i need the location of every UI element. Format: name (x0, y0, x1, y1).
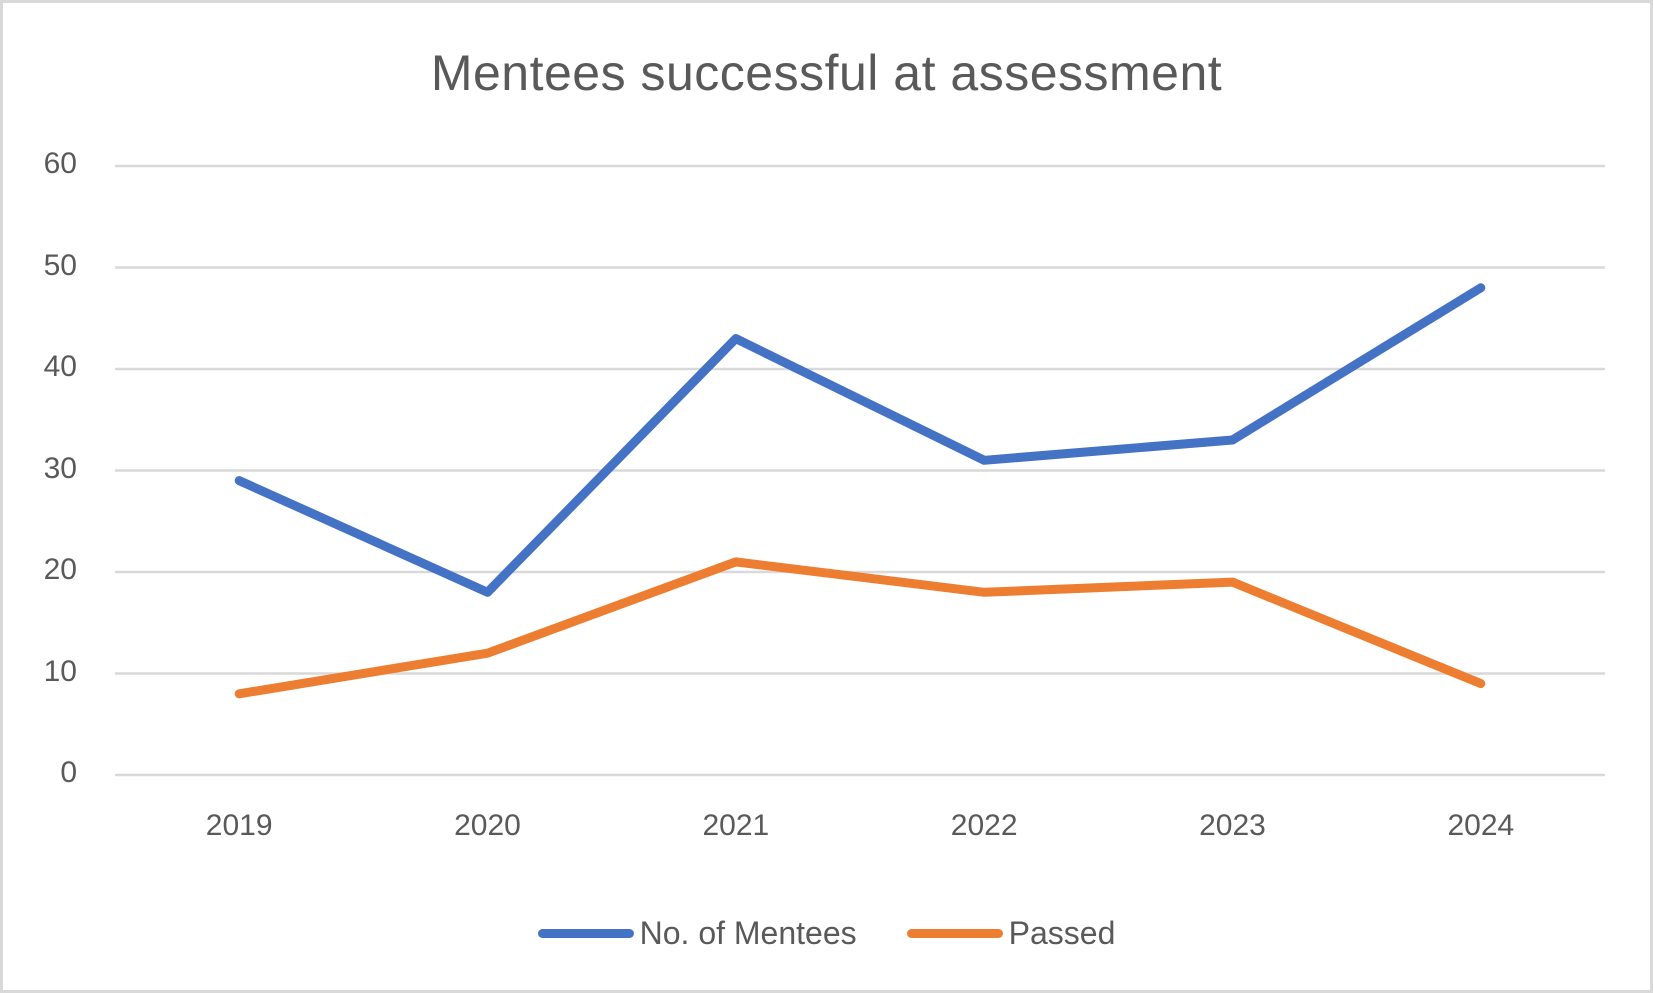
y-tick-label: 30 (43, 451, 77, 485)
y-tick-label: 0 (60, 756, 77, 789)
legend-label: Passed (1008, 915, 1116, 951)
x-tick-label: 2019 (205, 809, 273, 842)
legend-label: No. of Mentees (639, 915, 857, 951)
series-line-1[interactable] (234, 557, 1486, 699)
x-tick-label: 2023 (1199, 809, 1266, 842)
y-tick-label: 50 (43, 248, 77, 282)
y-tick-label: 60 (43, 147, 77, 180)
legend-item-mentees[interactable]: No. of Mentees (537, 915, 857, 952)
y-tick-label: 20 (43, 553, 77, 586)
y-tick-label: 10 (43, 654, 77, 688)
legend-item-passed[interactable]: Passed (906, 915, 1116, 952)
legend-line-icon (906, 929, 1003, 938)
series-line-0[interactable] (234, 283, 1486, 597)
x-tick-label: 2020 (454, 809, 521, 842)
x-tick-label: 2021 (702, 809, 770, 842)
legend-line-icon (537, 929, 634, 938)
y-tick-label: 40 (43, 350, 77, 383)
x-tick-label: 2022 (950, 809, 1018, 842)
chart-title: Mentees successful at assessment (430, 45, 1223, 101)
legend: No. of Mentees Passed (0, 915, 1653, 952)
x-tick-label: 2024 (1447, 809, 1515, 842)
